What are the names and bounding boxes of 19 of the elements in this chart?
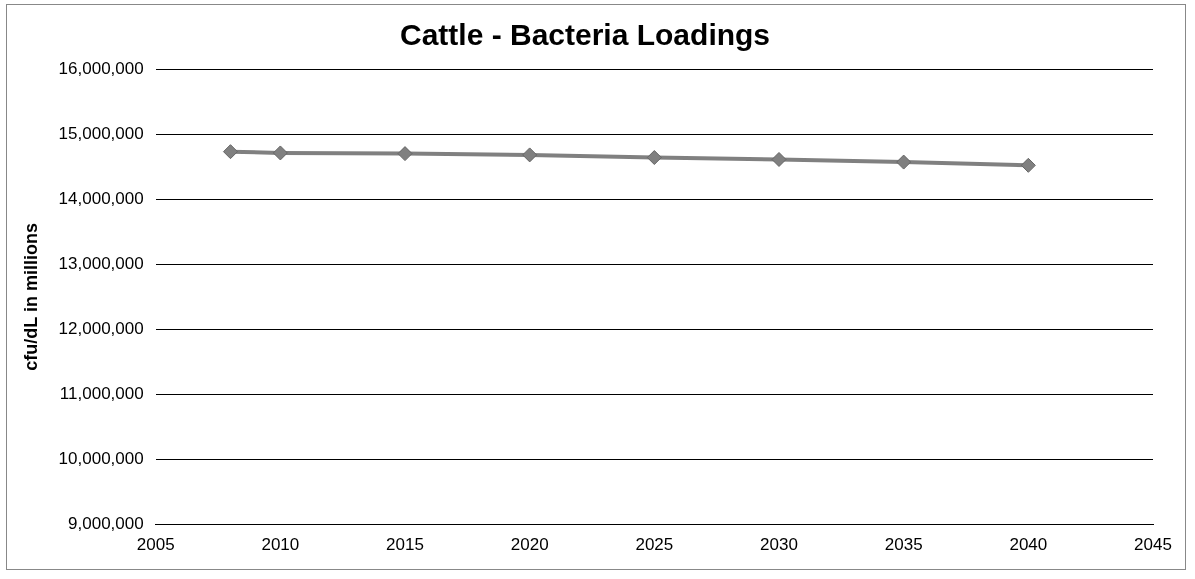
x-tick-label: 2025 [635, 535, 674, 555]
y-tick-label: 14,000,000 [58, 188, 144, 208]
x-tick-label: 2040 [1009, 535, 1048, 555]
x-tick-label: 2030 [760, 535, 798, 555]
y-tick-label: 9,000,000 [68, 514, 144, 534]
y-tick-label: 15,000,000 [58, 123, 144, 143]
y-tick-label: 12,000,000 [58, 319, 144, 339]
x-tick-label: 2045 [1134, 535, 1172, 555]
y-tick-label: 13,000,000 [58, 253, 144, 273]
x-tick-label: 2010 [261, 535, 300, 555]
y-axis-title: cfu/dL in millions [20, 222, 41, 371]
x-tick-label: 2015 [386, 535, 424, 555]
x-tick-label: 2020 [510, 535, 549, 555]
x-tick-label: 2005 [136, 535, 175, 555]
x-tick-label: 2035 [884, 535, 923, 555]
y-tick-label: 10,000,000 [58, 449, 144, 469]
y-tick-label: 16,000,000 [58, 58, 144, 78]
chart-title: Cattle - Bacteria Loadings [399, 18, 771, 52]
y-tick-label: 11,000,000 [59, 384, 144, 404]
